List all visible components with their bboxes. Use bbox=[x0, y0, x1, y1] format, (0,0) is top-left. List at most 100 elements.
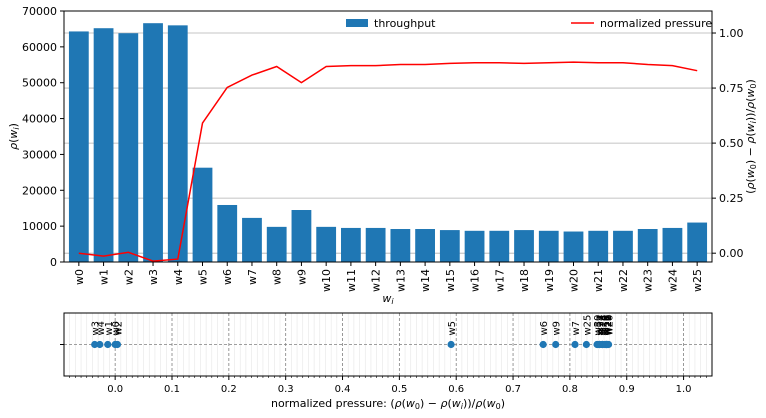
bar-w21 bbox=[588, 230, 609, 262]
point-label-w17: w17 bbox=[603, 315, 614, 336]
pressure-line bbox=[78, 61, 698, 262]
pressure-line-group bbox=[78, 61, 698, 262]
bar-w7 bbox=[242, 217, 262, 262]
right-tick-label-0: 0.00 bbox=[719, 247, 744, 260]
point-label-w7: w7 bbox=[571, 321, 582, 336]
point-label-w0: w0 bbox=[111, 321, 122, 336]
point-label-w5: w5 bbox=[447, 321, 458, 336]
bar-w14 bbox=[415, 229, 435, 262]
bar-w12 bbox=[365, 227, 386, 262]
bar-w16 bbox=[464, 230, 485, 262]
point-w25 bbox=[582, 340, 590, 349]
bar-w25 bbox=[687, 222, 708, 262]
bar-w23 bbox=[637, 229, 658, 262]
point-label-w2: w2 bbox=[113, 321, 124, 336]
right-tick-label-2: 0.50 bbox=[719, 137, 744, 150]
x-tick-label-w7: w7 bbox=[246, 269, 259, 285]
right-y-axis-ticks: 0.00 0.25 0.50 0.75 1.00 bbox=[712, 27, 744, 260]
bottom-tick-label-4: 0.4 bbox=[335, 384, 351, 395]
throughput-pressure-chart: 0 10000 20000 30000 40000 50000 60000 70000 0.0… bbox=[7, 5, 758, 306]
legend-throughput-label: throughput bbox=[374, 17, 436, 30]
point-label-w21: w21 bbox=[603, 315, 614, 336]
point-label-w22: w22 bbox=[603, 315, 614, 336]
point-label-w1: w1 bbox=[104, 321, 115, 336]
bottom-tick-label-9: 0.9 bbox=[619, 384, 635, 395]
point-label-w3: w3 bbox=[91, 321, 102, 336]
point-label-w13: w13 bbox=[598, 315, 609, 336]
bottom-tick-label-8: 0.8 bbox=[562, 384, 578, 395]
x-axis-ticks: w0 w1 w2 w3 w4 w5 w6 w7 w8 w9 w10 w11 w12 w13 w14 w15 w1… bbox=[73, 262, 704, 292]
throughput-bars bbox=[68, 23, 708, 263]
point-w7 bbox=[571, 340, 579, 349]
point-label-w18: w18 bbox=[601, 315, 612, 336]
point-label-w24: w24 bbox=[595, 315, 606, 336]
bar-w15 bbox=[439, 230, 460, 262]
point-label-w4: w4 bbox=[96, 321, 107, 336]
x-tick-label-w19: w19 bbox=[543, 269, 556, 292]
point-label-w6: w6 bbox=[539, 321, 550, 336]
x-tick-label-w17: w17 bbox=[493, 269, 506, 292]
point-w24 bbox=[595, 340, 604, 349]
left-tick-label-1: 10000 bbox=[22, 220, 57, 233]
x-tick-label-w12: w12 bbox=[370, 269, 383, 292]
bar-w13 bbox=[390, 229, 411, 262]
bottom-tick-label-6: 0.6 bbox=[448, 384, 464, 395]
x-tick-label-w10: w10 bbox=[320, 269, 333, 292]
left-y-axis-label: ρ(wi) bbox=[7, 123, 21, 150]
point-w3 bbox=[91, 340, 99, 349]
x-tick-label-w3: w3 bbox=[147, 269, 160, 285]
bar-w9 bbox=[291, 210, 312, 262]
x-tick-label-w4: w4 bbox=[172, 269, 185, 285]
left-tick-label-6: 60000 bbox=[22, 41, 57, 54]
x-tick-label-w22: w22 bbox=[617, 269, 630, 292]
pressure-points bbox=[91, 340, 613, 349]
bar-w17 bbox=[489, 230, 510, 262]
right-y-axis-label: (ρ(w0) − ρ(wi))/ρ(w0) bbox=[744, 79, 758, 194]
point-w4 bbox=[96, 340, 104, 349]
point-label-w15: w15 bbox=[601, 315, 612, 336]
bar-w18 bbox=[514, 230, 534, 262]
x-tick-label-w14: w14 bbox=[419, 269, 432, 292]
legend-throughput-swatch bbox=[346, 19, 368, 27]
bar-w5 bbox=[192, 167, 213, 262]
bottom-tick-label-3: 0.3 bbox=[278, 384, 294, 395]
x-tick-label-w9: w9 bbox=[295, 269, 308, 285]
bottom-tick-label-2: 0.2 bbox=[221, 384, 237, 395]
x-tick-label-w2: w2 bbox=[122, 269, 135, 285]
point-label-w8: w8 bbox=[593, 321, 604, 336]
point-w2 bbox=[113, 340, 122, 349]
point-label-w16: w16 bbox=[603, 315, 614, 336]
point-w1 bbox=[104, 340, 112, 349]
point-w9 bbox=[552, 340, 560, 349]
bar-w8 bbox=[266, 226, 287, 262]
x-tick-label-w20: w20 bbox=[567, 269, 580, 292]
left-y-axis-ticks: 0 10000 20000 30000 40000 50000 60000 70000 bbox=[22, 5, 64, 269]
bottom-tick-label-10: 1.0 bbox=[676, 384, 692, 395]
bottom-tick-label-5: 0.5 bbox=[391, 384, 407, 395]
point-label-w12: w12 bbox=[595, 315, 606, 336]
point-label-w19: w19 bbox=[603, 315, 614, 336]
x-tick-label-w5: w5 bbox=[197, 269, 210, 285]
bar-w4 bbox=[167, 25, 188, 262]
point-label-w14: w14 bbox=[598, 315, 609, 336]
bottom-x-axis-ticks: 0.0 0.1 0.2 0.3 0.4 0.5 0.6 0.7 0.8 0.9 1.0 bbox=[60, 344, 707, 395]
left-tick-label-3: 30000 bbox=[22, 148, 57, 161]
point-label-w25: w25 bbox=[582, 315, 593, 336]
x-tick-label-w0: w0 bbox=[73, 269, 86, 285]
left-tick-label-7: 70000 bbox=[22, 5, 57, 18]
point-w6 bbox=[539, 340, 547, 349]
bottom-tick-label-7: 0.7 bbox=[505, 384, 521, 395]
x-tick-label-w13: w13 bbox=[394, 269, 407, 292]
right-tick-label-1: 0.25 bbox=[719, 192, 744, 205]
bar-w6 bbox=[217, 204, 238, 262]
x-tick-label-w21: w21 bbox=[592, 269, 605, 292]
bar-w2 bbox=[118, 33, 139, 262]
bar-w24 bbox=[662, 227, 683, 262]
x-tick-label-w23: w23 bbox=[642, 269, 655, 292]
bar-w11 bbox=[341, 227, 361, 262]
x-tick-label-w25: w25 bbox=[691, 269, 704, 292]
left-tick-label-2: 20000 bbox=[22, 184, 57, 197]
